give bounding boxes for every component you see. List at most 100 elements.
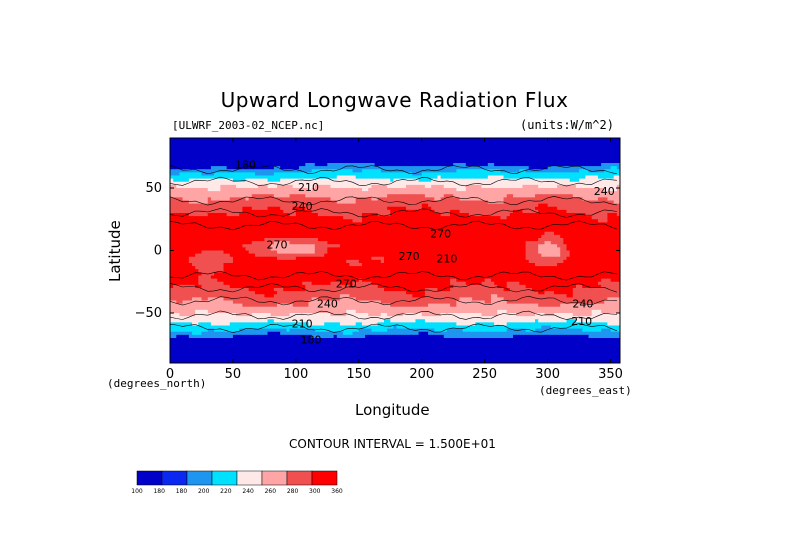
field-cell xyxy=(283,166,288,170)
field-cell xyxy=(443,184,448,189)
field-cell xyxy=(616,184,620,189)
field-cell xyxy=(201,163,206,167)
field-cell xyxy=(453,138,457,142)
field-cell xyxy=(314,159,319,164)
field-cell xyxy=(506,166,511,170)
field-cell xyxy=(198,150,203,155)
field-cell xyxy=(601,138,605,142)
field-cell xyxy=(321,169,325,173)
field-cell xyxy=(198,184,203,189)
field-cell xyxy=(465,175,470,180)
field-cell xyxy=(220,163,225,167)
field-cell xyxy=(264,159,269,164)
field-cell xyxy=(509,178,514,183)
field-cell xyxy=(437,184,442,189)
field-cell xyxy=(610,159,615,164)
field-cell xyxy=(406,163,410,167)
field-cell xyxy=(509,144,514,148)
field-cell xyxy=(616,166,620,170)
field-cell xyxy=(572,181,577,186)
field-cell xyxy=(173,138,177,142)
field-cell xyxy=(604,188,609,192)
field-cell xyxy=(176,172,181,177)
field-cell xyxy=(478,153,483,158)
field-cell xyxy=(399,156,404,161)
field-cell xyxy=(437,159,442,164)
field-cell xyxy=(220,150,225,155)
field-cell xyxy=(170,156,174,161)
field-cell xyxy=(292,156,297,161)
field-cell xyxy=(503,138,508,142)
field-cell xyxy=(506,156,511,161)
field-cell xyxy=(443,153,448,158)
field-cell xyxy=(330,138,335,142)
field-cell xyxy=(462,191,467,195)
field-cell xyxy=(346,172,350,177)
field-cell xyxy=(478,188,483,192)
field-cell xyxy=(450,163,454,167)
field-cell xyxy=(236,144,240,148)
field-cell xyxy=(462,178,467,183)
field-cell xyxy=(591,191,596,195)
field-cell xyxy=(302,141,306,145)
field-cell xyxy=(431,150,435,155)
field-cell xyxy=(267,163,272,167)
field-cell xyxy=(226,159,231,164)
field-cell xyxy=(424,181,429,186)
field-cell xyxy=(412,184,417,189)
field-cell xyxy=(264,169,269,173)
field-cell xyxy=(305,169,310,173)
field-cell xyxy=(604,172,609,177)
field-cell xyxy=(185,184,190,189)
field-cell xyxy=(443,159,448,164)
field-cell xyxy=(207,191,212,195)
field-cell xyxy=(406,181,410,186)
field-cell xyxy=(402,172,407,177)
field-cell xyxy=(220,166,225,170)
field-cell xyxy=(503,191,508,195)
field-cell xyxy=(245,147,250,152)
field-cell xyxy=(604,178,609,183)
field-cell xyxy=(560,172,564,177)
field-cell xyxy=(453,153,457,158)
field-cell xyxy=(333,172,338,177)
field-cell xyxy=(210,163,215,167)
field-cell xyxy=(393,175,398,180)
field-cell xyxy=(182,178,187,183)
field-cell xyxy=(591,188,596,192)
field-cell xyxy=(182,181,187,186)
field-cell xyxy=(553,178,558,183)
field-cell xyxy=(585,138,590,142)
field-cell xyxy=(182,169,187,173)
field-cell xyxy=(207,156,212,161)
field-cell xyxy=(198,166,203,170)
field-cell xyxy=(513,184,517,189)
field-cell xyxy=(346,191,350,195)
field-cell xyxy=(519,178,524,183)
field-cell xyxy=(443,188,448,192)
field-cell xyxy=(352,166,357,170)
field-cell xyxy=(223,156,228,161)
field-cell xyxy=(327,169,332,173)
field-cell xyxy=(459,156,464,161)
field-cell xyxy=(185,172,190,177)
field-cell xyxy=(418,150,423,155)
field-cell xyxy=(409,159,413,164)
field-cell xyxy=(324,169,328,173)
field-cell xyxy=(547,138,552,142)
field-cell xyxy=(254,147,259,152)
field-cell xyxy=(377,147,382,152)
field-cell xyxy=(210,169,215,173)
field-cell xyxy=(582,178,586,183)
field-cell xyxy=(217,144,221,148)
field-cell xyxy=(324,181,328,186)
field-cell xyxy=(446,141,451,145)
field-cell xyxy=(541,159,546,164)
field-cell xyxy=(239,159,243,164)
field-cell xyxy=(424,166,429,170)
field-cell xyxy=(418,175,423,180)
field-cell xyxy=(179,153,184,158)
field-cell xyxy=(236,178,240,183)
field-cell xyxy=(509,169,514,173)
field-cell xyxy=(522,138,527,142)
